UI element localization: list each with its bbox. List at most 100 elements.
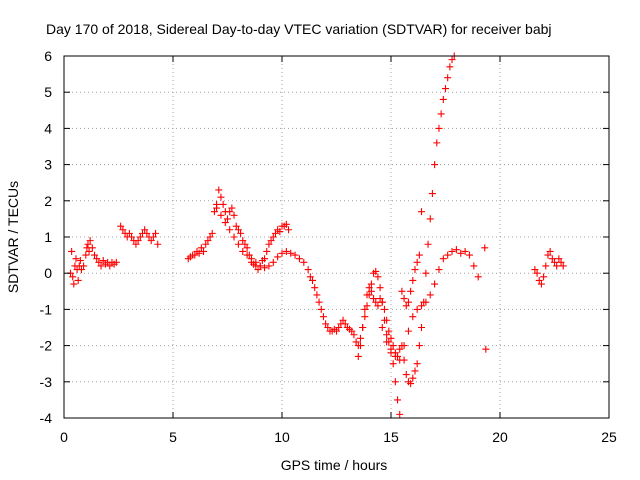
data-point [457,249,465,257]
data-point [119,226,127,234]
data-point [224,215,231,223]
data-point [418,208,426,216]
data-point [400,295,408,303]
series-seg-2 [184,186,293,274]
data-point [418,324,426,331]
data-point [247,255,255,263]
data-point [372,298,380,306]
data-point [535,276,543,284]
data-point [306,273,314,281]
data-point [557,258,565,266]
data-point [413,360,421,368]
data-point [444,74,452,82]
data-point [261,255,269,263]
data-point [439,255,447,263]
x-tick-label: 10 [274,429,290,445]
data-point [274,253,282,261]
data-point [433,139,441,147]
grid-lines [64,56,609,418]
data-point [287,249,295,257]
data-points [67,52,567,418]
data-point [195,249,203,257]
data-point [335,324,343,331]
chart-title: Day 170 of 2018, Sidereal Day-to-day VTE… [46,21,552,37]
data-point [444,251,452,259]
data-point [546,247,554,255]
data-point [149,233,157,241]
data-point [383,316,391,324]
data-point [461,247,469,255]
data-point [76,257,84,265]
data-point [361,305,369,313]
data-point [387,345,395,353]
data-point [311,284,319,292]
data-point [383,331,391,339]
data-point [217,211,225,219]
y-tick-label: 6 [44,48,52,64]
data-point [117,222,125,230]
data-point [431,280,439,288]
data-point [143,229,151,237]
data-point [317,305,325,313]
data-point [363,302,371,310]
data-point [263,247,271,255]
data-point [352,338,360,346]
data-point [422,298,430,306]
y-tick-label: -1 [40,301,53,317]
data-point [210,208,218,216]
data-point [435,124,443,132]
data-point [304,266,312,274]
data-point [74,276,82,284]
data-point [230,211,238,219]
data-point [309,276,317,284]
series-seg-5 [531,247,567,288]
data-point [374,302,382,310]
data-point [128,233,136,241]
data-point [234,240,242,248]
data-point [442,85,449,93]
data-point [300,258,308,266]
data-point [365,284,373,292]
data-point [422,269,430,277]
data-point [428,190,436,198]
series-seg-4 [481,244,490,353]
data-point [254,266,262,274]
data-point [339,316,347,324]
data-point [265,240,273,248]
data-point [367,280,375,288]
data-point [226,208,234,216]
data-point [99,257,107,265]
data-point [152,229,160,237]
data-point [197,244,205,252]
data-point [228,204,236,212]
data-point [537,280,545,288]
data-point [206,233,214,241]
data-point [232,222,240,230]
data-point [418,302,426,310]
x-tick-label: 5 [169,429,177,445]
data-point [147,237,155,245]
data-point [204,237,212,245]
data-point [391,378,399,386]
series-seg-3 [306,267,404,418]
data-point [411,266,419,274]
data-point [448,56,456,64]
data-point [409,276,417,284]
data-point [217,193,225,201]
data-point [389,360,397,368]
data-point [402,302,410,310]
data-point [319,313,327,321]
data-point [267,237,275,245]
data-point [470,262,478,270]
data-point [551,258,558,266]
data-point [282,220,290,228]
data-point [553,262,561,270]
data-point [376,295,384,303]
y-tick-label: -2 [40,338,53,354]
data-point [112,258,120,266]
data-point [213,204,221,212]
data-point [241,240,249,248]
data-point [132,240,140,248]
data-point [387,334,395,342]
